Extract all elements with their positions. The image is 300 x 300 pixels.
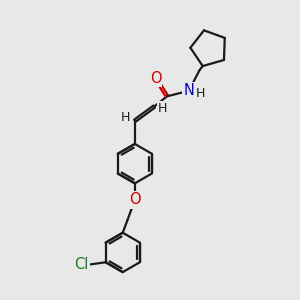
Text: Cl: Cl	[74, 257, 88, 272]
Text: H: H	[158, 102, 167, 115]
Text: H: H	[196, 87, 205, 100]
Text: O: O	[129, 193, 141, 208]
Text: H: H	[121, 111, 130, 124]
Text: N: N	[183, 83, 194, 98]
Text: O: O	[150, 70, 161, 86]
